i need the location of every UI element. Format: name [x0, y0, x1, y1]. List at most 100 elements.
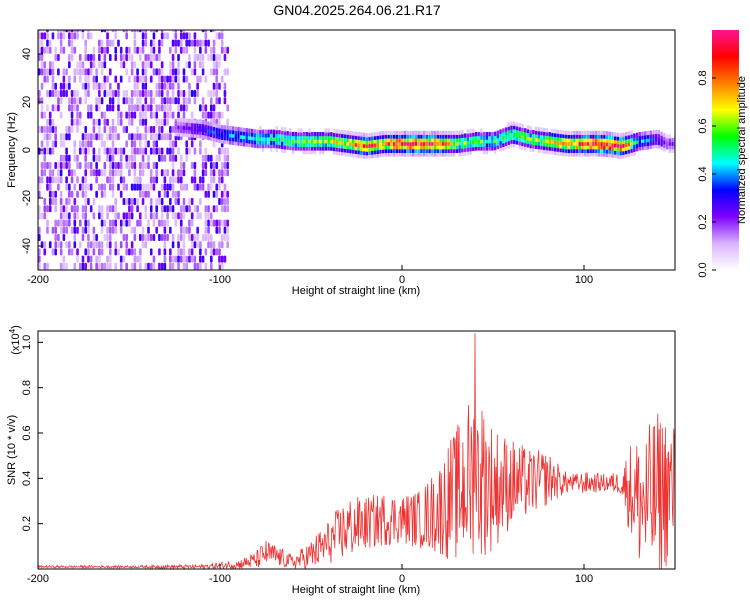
heat-cell [103, 140, 107, 148]
heat-cell [73, 97, 77, 105]
heat-cell [335, 147, 338, 152]
heat-cell [455, 138, 459, 143]
heat-cell [204, 30, 208, 33]
heat-cell [390, 148, 393, 153]
heat-cell [488, 146, 491, 151]
heat-cell [220, 219, 224, 227]
heat-cell [321, 139, 325, 144]
heat-cell [371, 154, 374, 159]
heat-cell [209, 136, 213, 141]
heat-cell [48, 90, 52, 97]
heat-cell [89, 241, 93, 249]
heat-cell [46, 90, 49, 97]
heat-cell [608, 131, 611, 136]
heat-cell [201, 54, 205, 61]
heat-cell [223, 68, 227, 76]
heat-cell [611, 139, 614, 144]
heat-cell [43, 68, 47, 76]
heat-cell [160, 30, 164, 33]
heat-cell [242, 127, 246, 132]
heat-cell [84, 68, 88, 76]
heat-cell [201, 154, 205, 162]
heat-cell [341, 129, 344, 135]
heat-cell [89, 255, 93, 263]
heat-cell [474, 132, 478, 137]
heat-cell [526, 128, 530, 134]
heat-cell [635, 147, 639, 152]
heat-cell [387, 152, 390, 157]
heat-cell [231, 129, 235, 135]
heat-cell [330, 139, 333, 144]
heat-cell [136, 90, 139, 97]
heat-cell [562, 141, 565, 146]
heat-cell [614, 139, 617, 144]
heat-cell [188, 234, 191, 241]
heat-cell [111, 176, 115, 184]
heat-cell [188, 82, 191, 90]
heat-cell [259, 126, 262, 131]
heat-cell [480, 139, 483, 144]
heat-cell [204, 124, 207, 129]
heat-cell [491, 139, 494, 144]
heat-cell [543, 135, 546, 140]
heat-cell [444, 145, 448, 150]
heat-cell [559, 137, 562, 142]
heat-cell [324, 139, 328, 144]
heat-cell [119, 226, 123, 234]
heat-cell [114, 241, 118, 249]
heat-cell [428, 152, 431, 157]
heat-cell [95, 68, 98, 76]
heat-cell [62, 226, 66, 234]
heat-cell [573, 130, 576, 135]
heat-cell [78, 61, 82, 69]
heat-cell [614, 150, 617, 155]
heat-cell [51, 190, 55, 198]
heat-cell [305, 146, 308, 151]
heat-cell [190, 140, 194, 148]
heat-cell [234, 137, 237, 142]
heat-cell [215, 111, 219, 119]
heat-cell [218, 198, 221, 205]
heat-cell [122, 176, 126, 184]
heat-cell [545, 146, 549, 151]
heat-cell [46, 30, 49, 33]
heat-cell [160, 32, 164, 40]
heat-cell [179, 128, 183, 134]
heat-cell [507, 140, 510, 145]
heat-cell [160, 219, 164, 227]
heat-cell [548, 146, 551, 151]
heat-cell [185, 140, 189, 148]
heat-cell [141, 90, 145, 97]
heat-cell [193, 176, 197, 184]
heat-cell [130, 61, 134, 69]
heat-cell [447, 138, 450, 143]
heat-cell [160, 147, 164, 155]
heat-cell [111, 226, 115, 234]
heat-cell [130, 226, 134, 234]
heat-cell [663, 143, 666, 148]
heat-cell [209, 30, 213, 33]
heat-cell [493, 142, 497, 147]
heat-cell [190, 176, 194, 184]
heat-cell [57, 68, 60, 76]
heat-cell [188, 133, 191, 138]
heat-cell [144, 90, 148, 97]
heat-cell [81, 68, 85, 76]
heat-cell [65, 90, 68, 97]
heat-cell [147, 140, 150, 148]
heat-cell [362, 132, 366, 138]
heat-cell [54, 190, 57, 198]
heat-cell [428, 134, 431, 139]
heat-cell [532, 137, 535, 142]
heat-cell [392, 138, 396, 143]
heat-cell [270, 133, 273, 138]
heat-cell [201, 130, 205, 135]
heat-cell [532, 140, 535, 145]
heat-cell [534, 144, 538, 149]
heat-cell [136, 104, 139, 112]
heat-cell [114, 205, 118, 213]
heat-cell [139, 104, 142, 112]
heat-cell [59, 82, 63, 90]
heat-cell [108, 39, 112, 47]
heat-cell [76, 126, 79, 133]
